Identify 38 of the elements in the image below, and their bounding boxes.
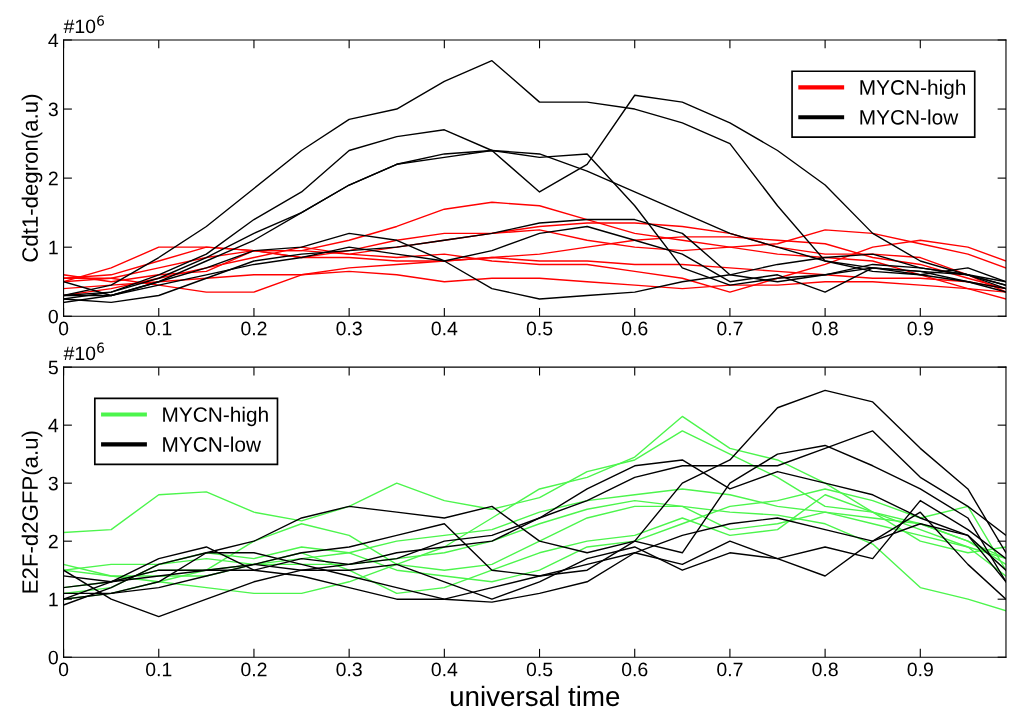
legend-label: MYCN-high (163, 406, 268, 427)
x-tick-label: 0.8 (812, 662, 838, 677)
x-tick-label: 0.2 (241, 662, 267, 677)
y-tick-label: 4 (48, 418, 59, 433)
x-tick-label: 0.1 (146, 662, 172, 677)
x-tick-label: 0.1 (146, 321, 172, 336)
y-axis-title: E2F-d2GFP(a.u) (21, 431, 43, 593)
x-tick-label: 0.9 (907, 662, 933, 677)
x-tick-label: 0.6 (621, 662, 648, 677)
y-tick-label: 4 (48, 33, 59, 48)
y-tick-label: 0 (48, 309, 58, 324)
x-tick-label: 0.7 (717, 662, 743, 677)
x-tick-label: 0.3 (336, 662, 362, 677)
y-tick-label: 3 (48, 102, 58, 117)
text: #10$^{6}$ (63, 15, 104, 34)
y-tick-label: 5 (48, 360, 58, 375)
x-tick-label: 0.7 (717, 321, 743, 336)
legend-label: MYCN-low (163, 436, 262, 452)
y-tick-label: 2 (48, 534, 58, 549)
y-axis-title: Cdt1-degron(a.u) (21, 94, 43, 262)
x-tick-label: 0.4 (431, 662, 458, 677)
legend-label: MYCN-low (860, 109, 959, 125)
x-tick-label: 0.6 (621, 321, 648, 336)
text: #10$^{6}$ (63, 342, 104, 361)
y-tick-label: 1 (49, 592, 58, 607)
x-tick-label: 0.4 (431, 321, 458, 336)
x-tick-label: 0.5 (526, 321, 553, 336)
y-tick-label: 2 (48, 171, 58, 186)
legend-label: MYCN-high (860, 79, 966, 99)
x-tick-label: 0.8 (812, 321, 838, 336)
y-tick-label: 3 (48, 476, 58, 491)
x-axis-title: universal time (450, 685, 620, 707)
y-tick-label: 0 (48, 650, 58, 665)
y-tick-label: 1 (49, 240, 58, 255)
x-tick-label: 0.5 (526, 662, 553, 677)
x-tick-label: 0.2 (241, 321, 267, 336)
x-tick-label: 0.9 (907, 321, 933, 336)
x-tick-label: 0.3 (336, 321, 362, 336)
